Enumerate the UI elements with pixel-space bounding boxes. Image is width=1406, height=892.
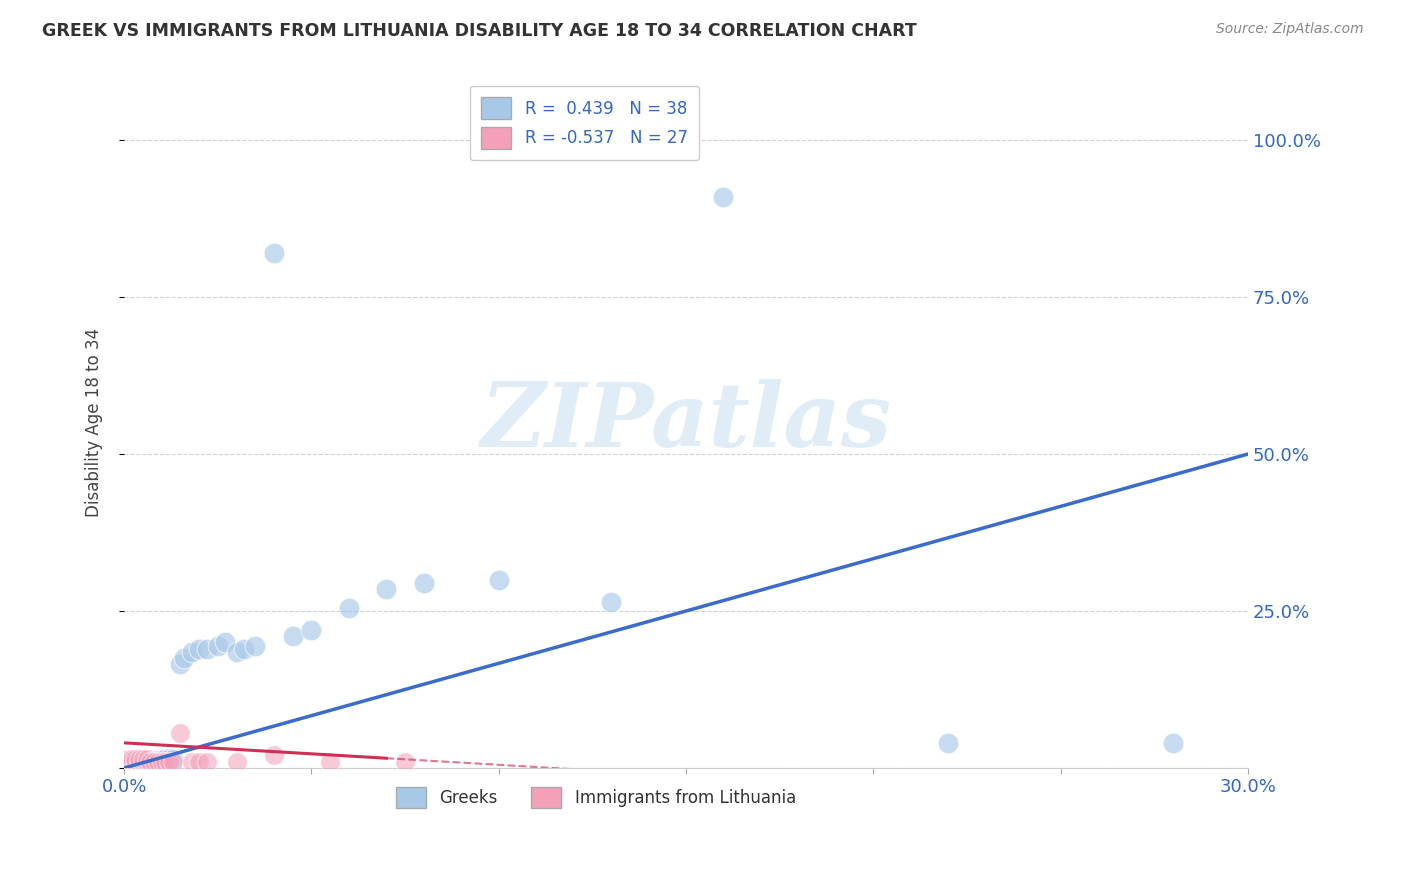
- Point: [117, 755, 139, 769]
- Point: [188, 641, 211, 656]
- Point: [143, 755, 166, 769]
- Y-axis label: Disability Age 18 to 34: Disability Age 18 to 34: [86, 328, 103, 517]
- Point: [132, 751, 155, 765]
- Point: [299, 623, 322, 637]
- Text: ZIPatlas: ZIPatlas: [481, 379, 891, 466]
- Point: [263, 246, 285, 260]
- Point: [132, 753, 155, 767]
- Point: [173, 651, 195, 665]
- Point: [135, 751, 157, 765]
- Point: [180, 645, 202, 659]
- Point: [263, 748, 285, 763]
- Point: [394, 755, 416, 769]
- Point: [155, 755, 177, 769]
- Point: [139, 755, 162, 769]
- Point: [180, 755, 202, 769]
- Point: [117, 757, 139, 772]
- Point: [143, 755, 166, 769]
- Point: [146, 753, 169, 767]
- Point: [225, 645, 247, 659]
- Point: [600, 594, 623, 608]
- Point: [146, 755, 169, 769]
- Point: [124, 751, 146, 765]
- Text: Source: ZipAtlas.com: Source: ZipAtlas.com: [1216, 22, 1364, 37]
- Point: [155, 751, 177, 765]
- Point: [713, 190, 735, 204]
- Point: [135, 755, 157, 769]
- Point: [121, 757, 143, 772]
- Point: [124, 756, 146, 770]
- Point: [195, 755, 218, 769]
- Point: [128, 755, 150, 769]
- Point: [225, 755, 247, 769]
- Point: [121, 756, 143, 770]
- Point: [337, 600, 360, 615]
- Point: [162, 751, 184, 765]
- Text: GREEK VS IMMIGRANTS FROM LITHUANIA DISABILITY AGE 18 TO 34 CORRELATION CHART: GREEK VS IMMIGRANTS FROM LITHUANIA DISAB…: [42, 22, 917, 40]
- Point: [121, 751, 143, 765]
- Point: [936, 736, 959, 750]
- Point: [169, 726, 191, 740]
- Point: [214, 635, 236, 649]
- Point: [162, 755, 184, 769]
- Point: [233, 641, 256, 656]
- Point: [132, 755, 155, 769]
- Point: [488, 573, 510, 587]
- Point: [150, 755, 173, 769]
- Point: [157, 755, 180, 769]
- Point: [139, 755, 162, 769]
- Point: [124, 755, 146, 769]
- Point: [207, 639, 229, 653]
- Point: [121, 755, 143, 769]
- Point: [128, 755, 150, 769]
- Point: [319, 755, 342, 769]
- Point: [245, 639, 267, 653]
- Point: [128, 751, 150, 765]
- Point: [117, 751, 139, 765]
- Point: [188, 755, 211, 769]
- Point: [157, 751, 180, 765]
- Point: [169, 657, 191, 672]
- Point: [132, 756, 155, 770]
- Point: [375, 582, 398, 596]
- Point: [281, 629, 304, 643]
- Point: [150, 753, 173, 767]
- Point: [124, 757, 146, 772]
- Point: [135, 755, 157, 769]
- Point: [412, 575, 434, 590]
- Point: [1161, 736, 1184, 750]
- Legend: Greeks, Immigrants from Lithuania: Greeks, Immigrants from Lithuania: [389, 780, 803, 815]
- Point: [128, 756, 150, 771]
- Point: [195, 641, 218, 656]
